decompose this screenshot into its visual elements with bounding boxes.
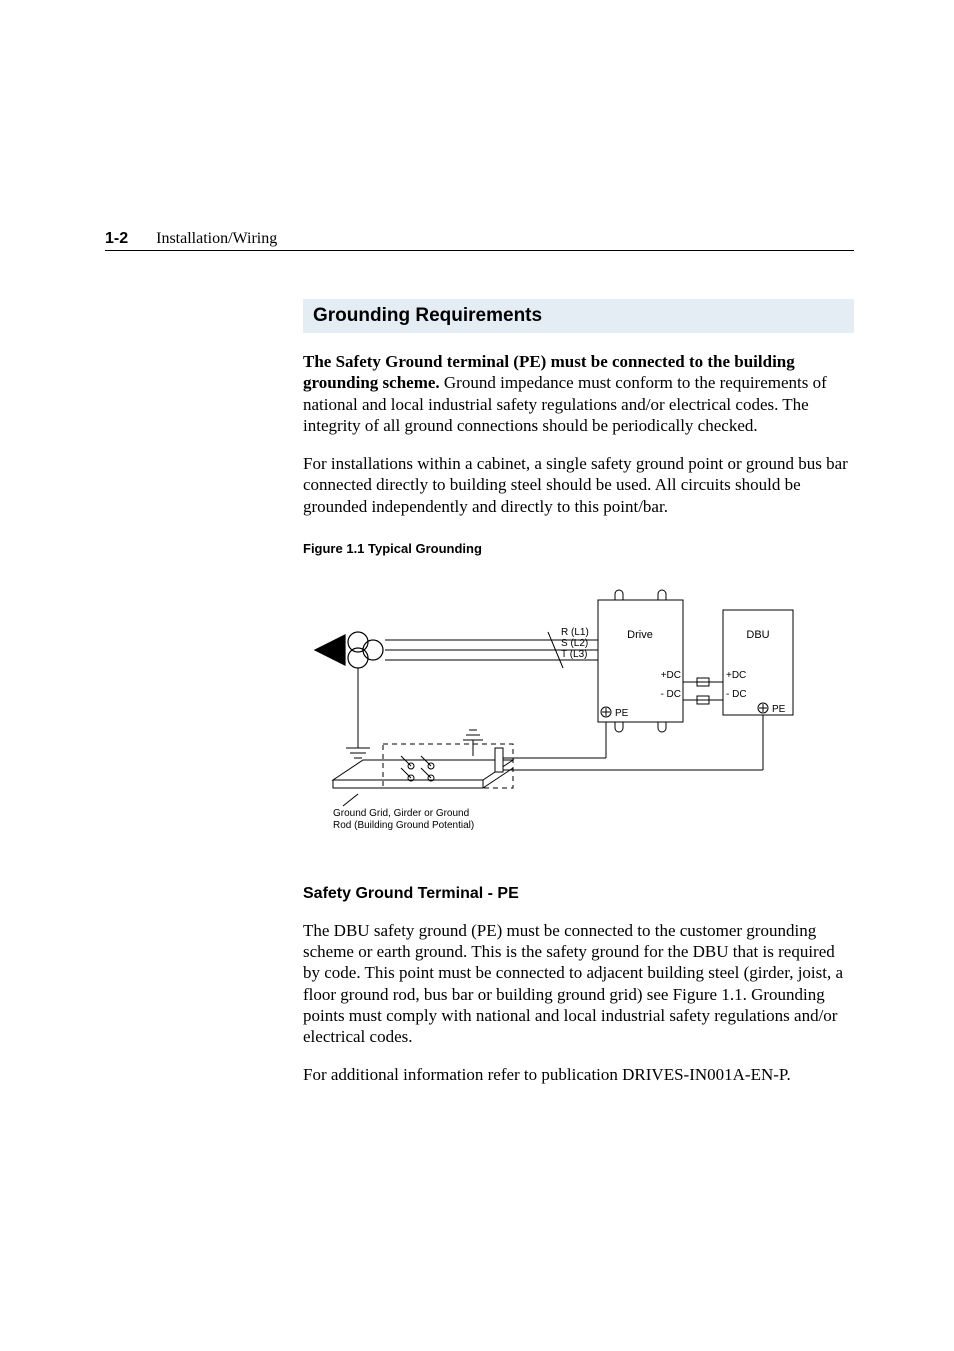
label-r: R (L1) <box>561 627 589 638</box>
label-drive: Drive <box>627 629 653 641</box>
page: 1-2 Installation/Wiring Grounding Requir… <box>0 0 954 1182</box>
section-heading: Grounding Requirements <box>303 299 854 333</box>
label-pe-drive: PE <box>615 708 629 719</box>
content-column: Grounding Requirements The Safety Ground… <box>303 299 854 1086</box>
figure-note-line1: Ground Grid, Girder or Ground <box>333 808 469 819</box>
label-dbu: DBU <box>746 629 769 641</box>
figure-note-line2: Rod (Building Ground Potential) <box>333 820 474 831</box>
figure-caption: Figure 1.1 Typical Grounding <box>303 541 854 556</box>
label-minus-dc-left: - DC <box>660 689 681 700</box>
running-header: 1-2 Installation/Wiring <box>105 230 854 251</box>
label-minus-dc-right: - DC <box>726 689 747 700</box>
paragraph-2: For installations within a cabinet, a si… <box>303 453 854 517</box>
grounding-figure: R (L1) S (L2) T (L3) Drive DBU <box>303 580 854 845</box>
page-number: 1-2 <box>105 230 128 248</box>
subsection-heading: Safety Ground Terminal - PE <box>303 885 854 903</box>
label-pe-dbu: PE <box>772 704 786 715</box>
label-plus-dc-left: +DC <box>661 670 681 681</box>
label-t: T (L3) <box>561 649 588 660</box>
section-path: Installation/Wiring <box>156 230 277 248</box>
label-s: S (L2) <box>561 638 588 649</box>
label-plus-dc-right: +DC <box>726 670 746 681</box>
grounding-diagram-svg: R (L1) S (L2) T (L3) Drive DBU <box>303 580 843 840</box>
paragraph-4: For additional information refer to publ… <box>303 1064 854 1085</box>
paragraph-1: The Safety Ground terminal (PE) must be … <box>303 351 854 436</box>
paragraph-3: The DBU safety ground (PE) must be conne… <box>303 920 854 1048</box>
